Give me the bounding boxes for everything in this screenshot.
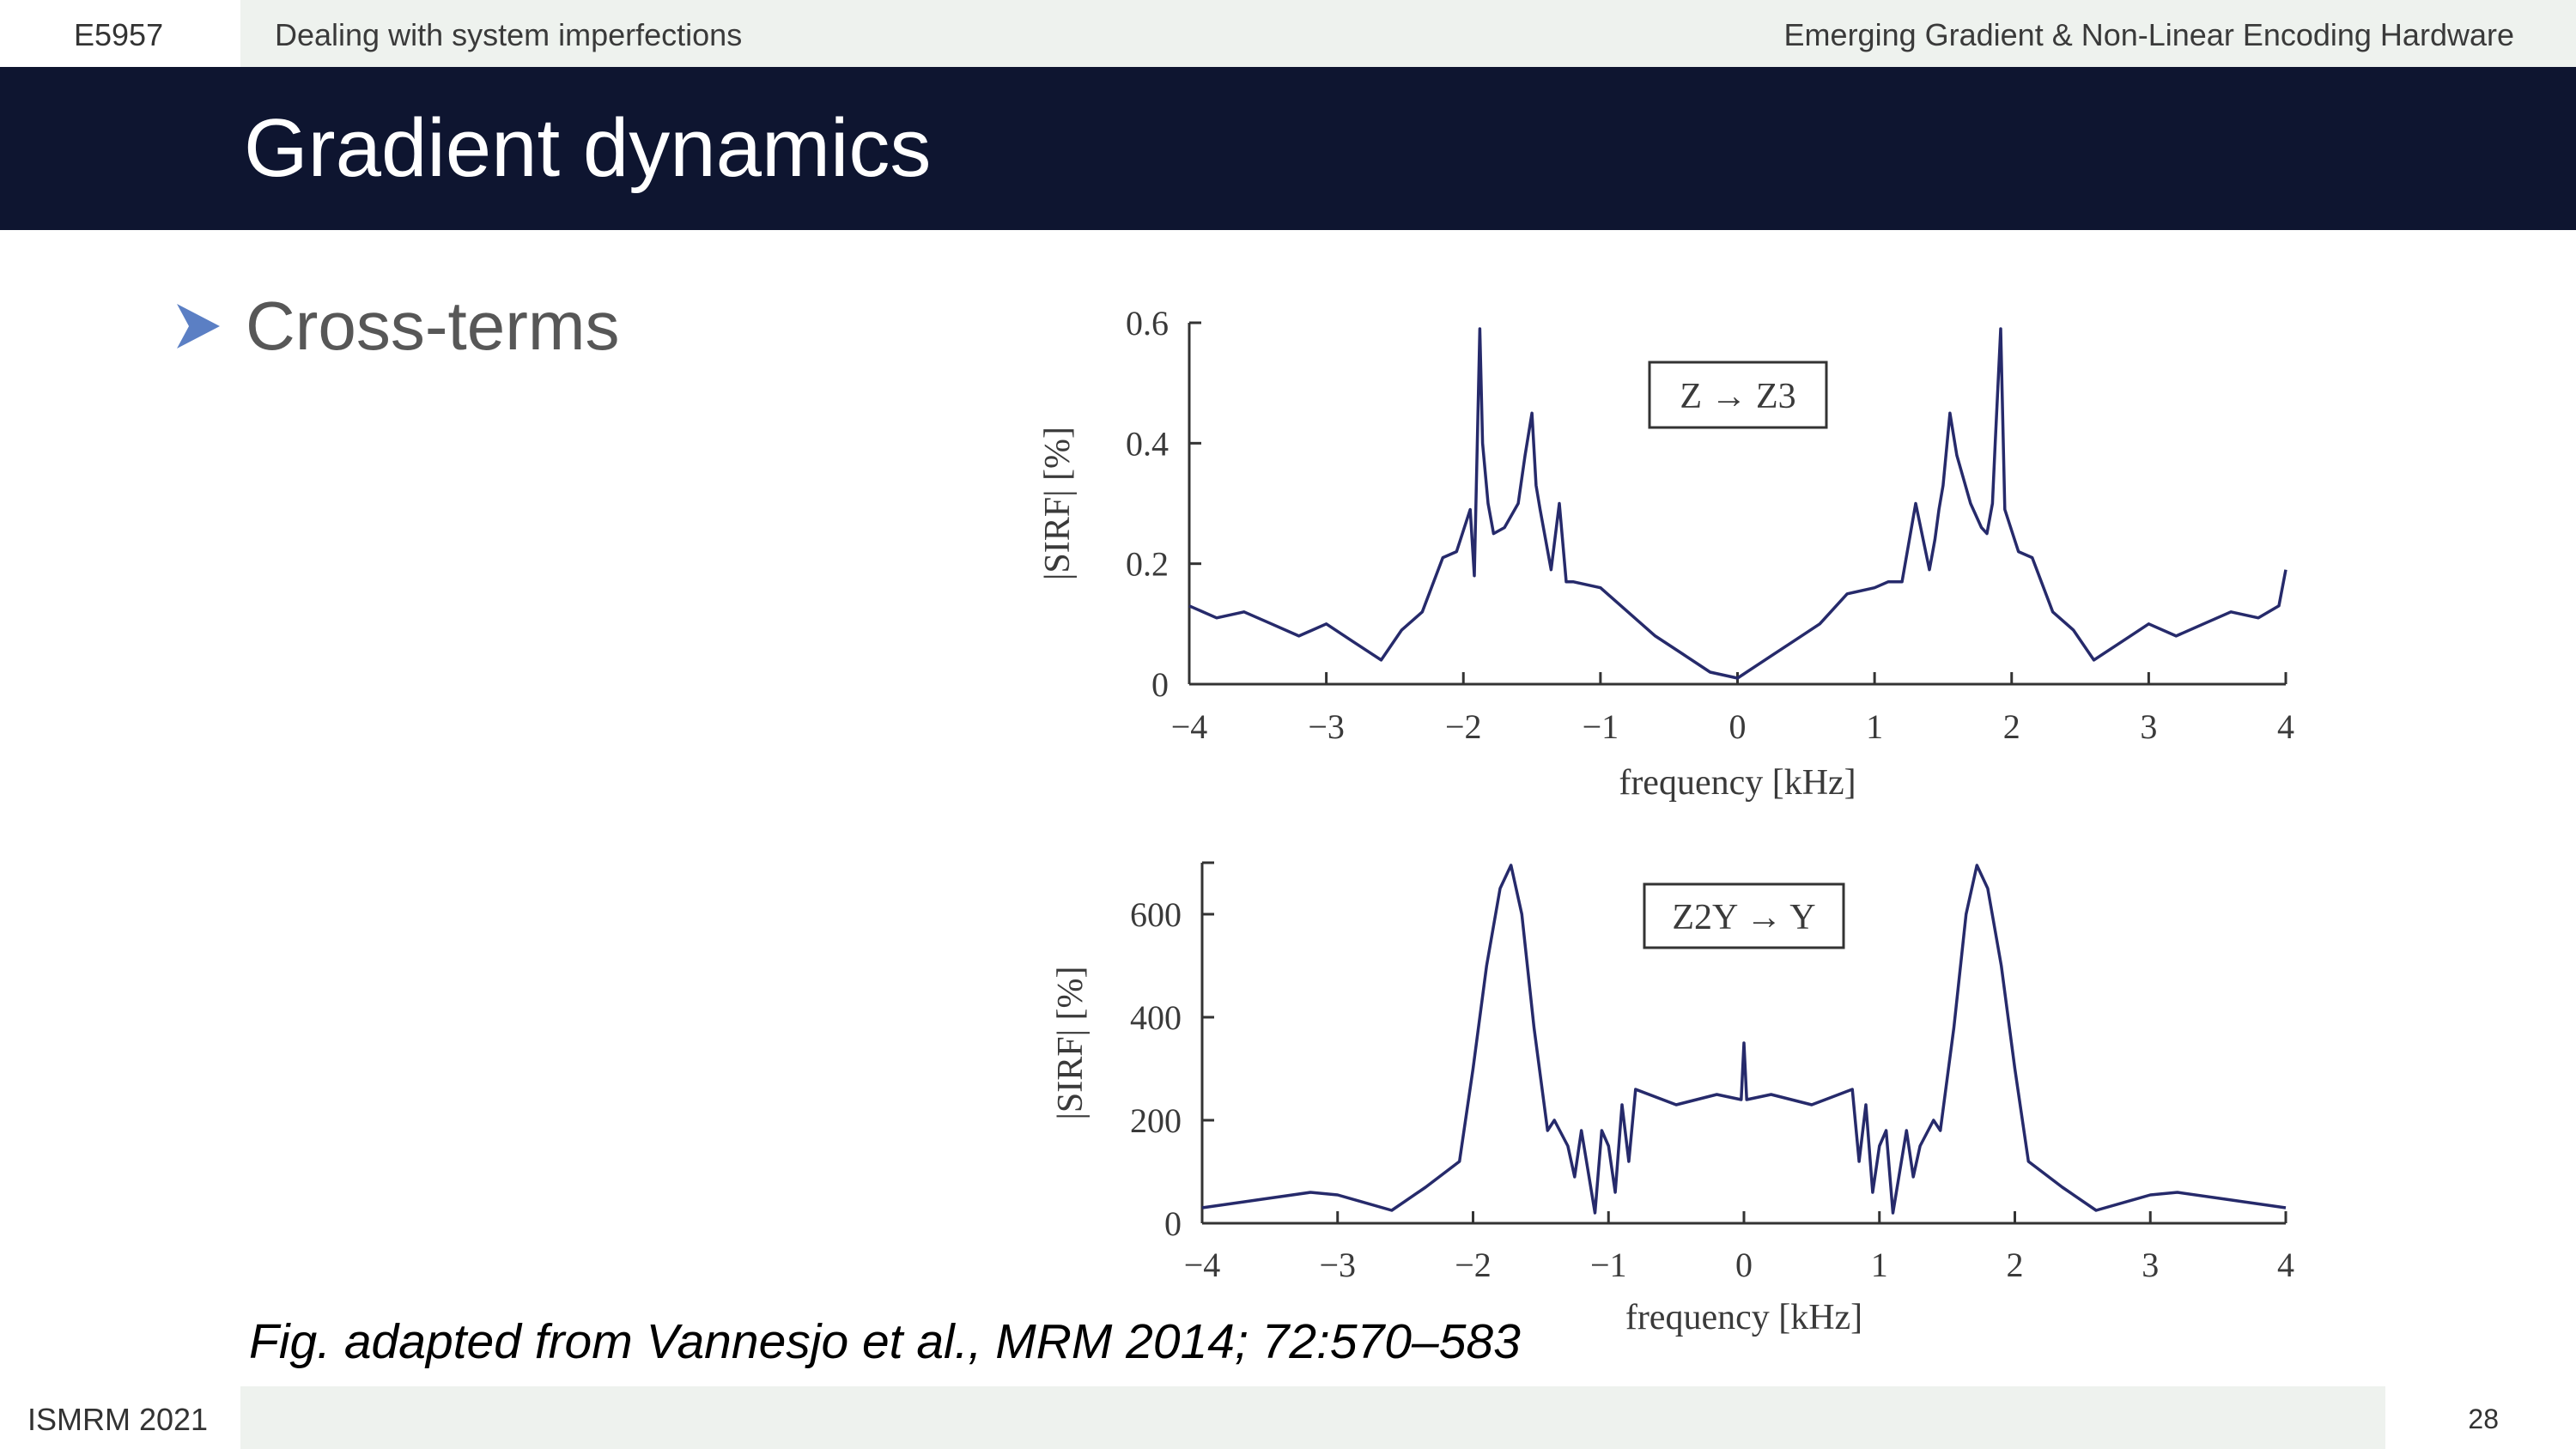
x-tick-label: −1 — [1590, 1246, 1627, 1284]
bullet-item: Cross-terms — [172, 283, 620, 369]
y-tick-label: 200 — [1130, 1101, 1182, 1140]
annotation-label: Z2Y → Y — [1672, 898, 1815, 937]
x-tick-label: 3 — [2140, 707, 2157, 746]
x-tick-label: −2 — [1455, 1246, 1492, 1284]
course-code: E5957 — [74, 17, 164, 52]
y-tick-label: 0 — [1164, 1204, 1182, 1243]
x-tick-label: −3 — [1319, 1246, 1356, 1284]
y-tick-label: 600 — [1130, 895, 1182, 934]
y-tick-label: 0 — [1151, 665, 1169, 704]
series-line — [1201, 864, 2287, 1215]
footer-bar: ISMRM 2021 28 — [0, 1386, 2576, 1449]
figure-caption: Fig. adapted from Vannesjo et al., MRM 2… — [249, 1314, 1521, 1369]
x-tick-label: 1 — [1871, 1246, 1888, 1284]
section-title: Dealing with system imperfections — [275, 17, 743, 52]
x-tick-label: 0 — [1735, 1246, 1753, 1284]
title-bar: Gradient dynamics — [0, 67, 2576, 230]
annotation-label: Z → Z3 — [1680, 377, 1795, 416]
x-tick-label: 4 — [2277, 1246, 2294, 1284]
series-line — [1188, 327, 2287, 680]
y-tick-label: 0.6 — [1126, 304, 1169, 343]
x-tick-label: 2 — [2007, 1246, 2024, 1284]
annotation-box — [1648, 361, 1828, 429]
x-tick-label: −3 — [1308, 707, 1345, 746]
x-axis-label: frequency [kHz] — [1619, 763, 1856, 803]
y-tick-label: 400 — [1130, 998, 1182, 1037]
slide-title: Gradient dynamics — [244, 102, 932, 194]
conference-label: ISMRM 2021 — [27, 1402, 209, 1437]
chart-z-to-z3: −4 −3 −2 −1 0 1 2 3 4 0 0.2 0.4 0.6 frequency [kHz] |S… — [1038, 304, 2294, 803]
annotation-box — [1643, 882, 1845, 949]
y-tick-label: 0.4 — [1126, 424, 1169, 463]
page-number: 28 — [2468, 1404, 2499, 1434]
x-tick-label: 1 — [1866, 707, 1883, 746]
x-tick-label: 3 — [2142, 1246, 2159, 1284]
x-tick-label: 2 — [2003, 707, 2020, 746]
header-band — [240, 0, 2576, 67]
y-axis-label: |SIRF| [%] — [1051, 967, 1091, 1120]
y-axis-label: |SIRF| [%] — [1038, 427, 1078, 580]
x-axis-label: frequency [kHz] — [1625, 1298, 1862, 1337]
x-tick-label: −4 — [1171, 707, 1208, 746]
y-tick-label: 0.2 — [1126, 545, 1169, 584]
x-tick-label: 0 — [1729, 707, 1747, 746]
header-bar: E5957 Dealing with system imperfections … — [0, 0, 2576, 67]
course-title: Emerging Gradient & Non-Linear Encoding … — [1783, 17, 2514, 52]
x-tick-label: −1 — [1583, 707, 1619, 746]
footer-band — [240, 1386, 2385, 1449]
arrowhead-icon — [177, 304, 220, 349]
x-tick-label: −2 — [1445, 707, 1482, 746]
x-tick-label: 4 — [2277, 707, 2294, 746]
x-tick-label: −4 — [1184, 1246, 1221, 1284]
bullet-text: Cross-terms — [246, 288, 620, 364]
chart-z2y-to-y: −4 −3 −2 −1 0 1 2 3 4 0 200 400 600 frequency [kHz] |S… — [1051, 861, 2294, 1337]
